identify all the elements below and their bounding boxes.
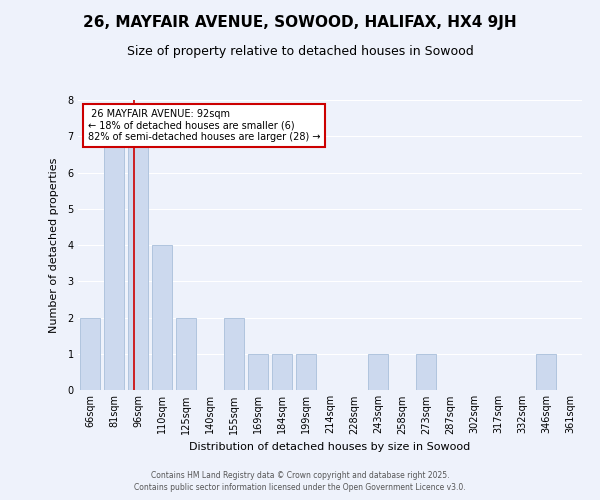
Bar: [296, 354, 316, 390]
Bar: [224, 318, 244, 390]
Text: Contains HM Land Registry data © Crown copyright and database right 2025.: Contains HM Land Registry data © Crown c…: [151, 471, 449, 480]
X-axis label: Distribution of detached houses by size in Sowood: Distribution of detached houses by size …: [190, 442, 470, 452]
Bar: [80, 318, 100, 390]
Text: 26, MAYFAIR AVENUE, SOWOOD, HALIFAX, HX4 9JH: 26, MAYFAIR AVENUE, SOWOOD, HALIFAX, HX4…: [83, 15, 517, 30]
Text: 26 MAYFAIR AVENUE: 92sqm
← 18% of detached houses are smaller (6)
82% of semi-de: 26 MAYFAIR AVENUE: 92sqm ← 18% of detach…: [88, 108, 320, 142]
Bar: [128, 136, 148, 390]
Bar: [152, 245, 172, 390]
Text: Size of property relative to detached houses in Sowood: Size of property relative to detached ho…: [127, 45, 473, 58]
Bar: [272, 354, 292, 390]
Bar: [416, 354, 436, 390]
Bar: [368, 354, 388, 390]
Y-axis label: Number of detached properties: Number of detached properties: [49, 158, 59, 332]
Bar: [248, 354, 268, 390]
Text: Contains public sector information licensed under the Open Government Licence v3: Contains public sector information licen…: [134, 484, 466, 492]
Bar: [104, 136, 124, 390]
Bar: [176, 318, 196, 390]
Bar: [536, 354, 556, 390]
